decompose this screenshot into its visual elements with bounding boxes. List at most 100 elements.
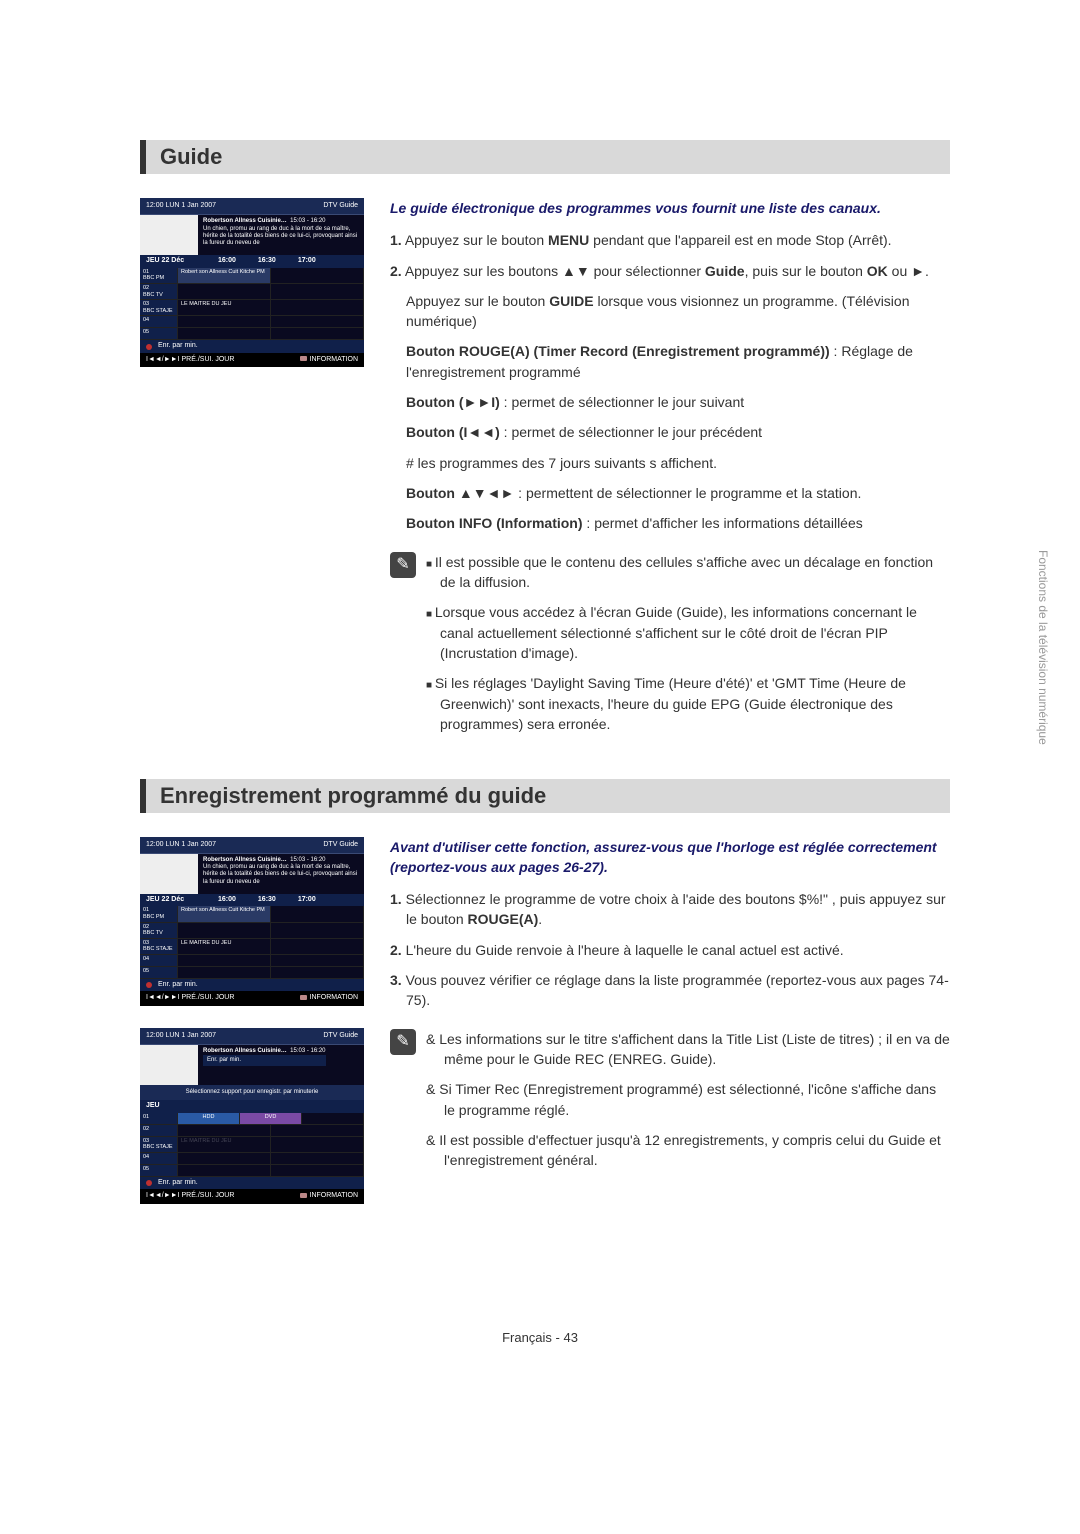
epg-t1: 16:00 (218, 257, 236, 265)
section1-intro: Le guide électronique des programmes vou… (390, 198, 950, 218)
s2n3: Il est possible d'effectuer jusqu'à 12 e… (439, 1132, 941, 1168)
e3dot (146, 1180, 152, 1186)
e2brand: DTV Guide (323, 841, 358, 849)
s2c: , puis sur le bouton (745, 263, 867, 279)
e3preview (140, 1045, 198, 1085)
e3pt: Robertson Allness Cuisinie… (203, 1048, 287, 1054)
s2-note3: & Il est possible d'effectuer jusqu'à 12… (426, 1130, 950, 1171)
s2n2: Si Timer Rec (Enregistrement programmé) … (439, 1081, 936, 1117)
btn-info: Bouton INFO (Information) : permet d'aff… (406, 513, 950, 533)
e2dot (146, 982, 152, 988)
bwa: Bouton (I◄◄) (406, 424, 500, 440)
epg-clock: 12:00 LUN 1 Jan 2007 (146, 202, 216, 210)
side-label: Fonctions de la télévision numérique (1036, 550, 1050, 745)
epg-info-label: INFORMATION (310, 356, 358, 363)
s2b: Guide (705, 263, 745, 279)
e3poptxt: Sélectionnez support pour enregistr. par… (144, 1087, 360, 1098)
section-title-guide: Guide (140, 140, 950, 174)
e2pt: Robertson Allness Cuisinie… (203, 857, 287, 863)
step-2: 2. Appuyez sur les boutons ▲▼ pour sélec… (390, 261, 950, 281)
s2sa: Appuyez sur le bouton (406, 293, 549, 309)
e2d: JEU 22 Déc (146, 896, 196, 904)
rec-dot-icon (146, 344, 152, 350)
e3nl: I◄◄/►►I PRÉ./SUI. JOUR (146, 1192, 234, 1200)
e2pd: Un chien, promu au rang de duc à la mort… (203, 864, 359, 886)
e3dvd: DVD (240, 1113, 302, 1124)
left-column-2: 12:00 LUN 1 Jan 2007 DTV Guide Robertson … (140, 837, 370, 1226)
right-column-1: Le guide électronique des programmes vou… (390, 198, 950, 745)
e3il: INFORMATION (310, 1192, 358, 1199)
e2ptm: 15:03 - 16:20 (290, 857, 325, 863)
e3ptm: 15:03 - 16:20 (290, 1048, 325, 1054)
btn-ff: Bouton (►►I) : permet de sélectionner le… (406, 392, 950, 412)
info-dot-icon (300, 356, 307, 361)
section-title-timer: Enregistrement programmé du guide (140, 779, 950, 813)
bib: : permet d'afficher les informations dét… (583, 515, 863, 531)
note3: Si les réglages 'Daylight Saving Time (H… (426, 673, 950, 734)
s23: Vous pouvez vérifier ce réglage dans la … (406, 972, 949, 1008)
e2nl: I◄◄/►►I PRÉ./SUI. JOUR (146, 994, 234, 1002)
bia: Bouton INFO (Information) (406, 515, 583, 531)
step-1: 1. Appuyez sur le bouton MENU pendant qu… (390, 230, 950, 250)
hash-line: # les programmes des 7 jours suivants s … (406, 453, 950, 473)
e2il: INFORMATION (310, 994, 358, 1001)
bfb: : permet de sélectionner le jour suivant (500, 394, 744, 410)
epg-screenshot-2: 12:00 LUN 1 Jan 2007 DTV Guide Robertson … (140, 837, 364, 1006)
bra: Bouton ROUGE(A) (Timer Record (Enregistr… (406, 343, 830, 359)
bnb: : permettent de sélectionner le programm… (514, 485, 861, 501)
note-list-2: & Les informations sur le titre s'affich… (426, 1029, 950, 1181)
s21c: . (538, 911, 542, 927)
e2preview (140, 854, 198, 894)
epg-nav-label: I◄◄/►►I PRÉ./SUI. JOUR (146, 356, 234, 364)
e2clock: 12:00 LUN 1 Jan 2007 (146, 841, 216, 849)
s2n1: Les informations sur le titre s'affichen… (439, 1031, 950, 1067)
e3rl: Enr. par min. (158, 1179, 198, 1187)
section2-intro: Avant d'utiliser cette fonction, assurez… (390, 837, 950, 878)
step2-sub: Appuyez sur le bouton GUIDE lorsque vous… (406, 291, 950, 332)
s2a: Appuyez sur les boutons ▲▼ pour sélectio… (405, 263, 705, 279)
s1c: pendant que l'appareil est en mode Stop … (589, 232, 891, 248)
e3id (300, 1193, 307, 1198)
s1b: MENU (548, 232, 589, 248)
epg-prog-time: 15:03 - 16:20 (290, 218, 325, 224)
s2e: ou ►. (888, 263, 929, 279)
right-column-2: Avant d'utiliser cette fonction, assurez… (390, 837, 950, 1226)
e3popt: Enr. par min. (203, 1055, 326, 1066)
bfa: Bouton (►►I) (406, 394, 500, 410)
s2-note1: & Les informations sur le titre s'affich… (426, 1029, 950, 1070)
s22: L'heure du Guide renvoie à l'heure à laq… (406, 942, 844, 958)
left-column-1: 12:00 LUN 1 Jan 2007 DTV Guide Robertson… (140, 198, 370, 745)
e2id (300, 995, 307, 1000)
s2-step1: 1. Sélectionnez le programme de votre ch… (390, 889, 950, 930)
btn-rw: Bouton (I◄◄) : permet de sélectionner le… (406, 422, 950, 442)
note-icon: ✎ (390, 552, 416, 578)
note-list-1: Il est possible que le contenu des cellu… (426, 552, 950, 745)
s2d: OK (867, 263, 888, 279)
epg-preview (140, 215, 198, 255)
s1a: Appuyez sur le bouton (405, 232, 548, 248)
s2sb: GUIDE (549, 293, 593, 309)
bwb: : permet de sélectionner le jour précéde… (500, 424, 762, 440)
page-footer: Français - 43 (0, 1330, 1080, 1345)
note-icon-2: ✎ (390, 1029, 416, 1055)
btn-red: Bouton ROUGE(A) (Timer Record (Enregistr… (406, 341, 950, 382)
s2-step3: 3. Vous pouvez vérifier ce réglage dans … (390, 970, 950, 1011)
s21b: ROUGE(A) (468, 911, 539, 927)
e3hdd: HDD (178, 1113, 240, 1124)
e2rl: Enr. par min. (158, 981, 198, 989)
epg-rec-label: Enr. par min. (158, 342, 198, 350)
bna: Bouton ▲▼◄► (406, 485, 514, 501)
e2t1: 16:00 (218, 896, 236, 904)
btn-nav: Bouton ▲▼◄► : permettent de sélectionner… (406, 483, 950, 503)
epg-screenshot-1: 12:00 LUN 1 Jan 2007 DTV Guide Robertson… (140, 198, 364, 367)
s2-note2: & Si Timer Rec (Enregistrement programmé… (426, 1079, 950, 1120)
e2t3: 17:00 (298, 896, 316, 904)
note1: Il est possible que le contenu des cellu… (426, 552, 950, 593)
epg-t2: 16:30 (258, 257, 276, 265)
e3clock: 12:00 LUN 1 Jan 2007 (146, 1032, 216, 1040)
epg-screenshot-3: 12:00 LUN 1 Jan 2007DTV Guide Robertson … (140, 1028, 364, 1204)
epg-prog-title: Robertson Allness Cuisinie… (203, 218, 287, 224)
note2: Lorsque vous accédez à l'écran Guide (Gu… (426, 602, 950, 663)
epg-prog-desc: Un chien, promu au rang de duc à la mort… (203, 226, 359, 248)
epg-date: JEU 22 Déc (146, 257, 196, 265)
